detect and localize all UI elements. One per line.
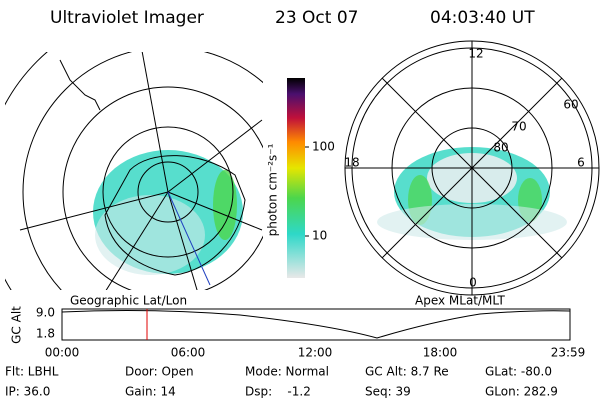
timeline-x-tick: 00:00: [45, 346, 80, 360]
timeline-y-tick: 9.0: [36, 306, 55, 320]
colorbar-tick: 100: [312, 140, 335, 154]
panel-label: Geographic Lat/Lon: [70, 294, 187, 308]
geographic-map: [5, 52, 263, 290]
timeline-y-tick: 1.8: [36, 327, 55, 341]
info-field: GLat: -80.0: [485, 365, 552, 379]
info-field: Dsp: -1.2: [245, 385, 311, 399]
colorbar-tick: 10: [312, 229, 327, 243]
timeline-x-tick: 06:00: [171, 346, 206, 360]
date: 23 Oct 07: [275, 8, 358, 28]
panel-label: Apex MLat/MLT: [415, 294, 505, 308]
time: 04:03:40 UT: [430, 8, 535, 28]
info-field: Mode: Normal: [245, 365, 329, 379]
mlt-label: 6: [577, 156, 585, 170]
info-field: GC Alt: 8.7 Re: [365, 365, 449, 379]
timeline-x-tick: 18:00: [423, 346, 458, 360]
mlt-label: 0: [469, 276, 477, 290]
colorbar-label: photon cm⁻²s⁻¹: [266, 143, 280, 236]
mlat-label: 70: [511, 120, 526, 134]
info-field: Flt: LBHL: [5, 365, 59, 379]
timeline-y-label: GC Alt: [10, 306, 24, 344]
info-field: IP: 36.0: [5, 385, 50, 399]
timeline-x-tick: 23:59: [551, 346, 586, 360]
mlat-label: 80: [493, 141, 508, 155]
mlt-label: 12: [468, 47, 483, 61]
info-field: Door: Open: [125, 365, 194, 379]
mlt-label: 18: [344, 156, 359, 170]
colorbar: [287, 78, 305, 278]
instrument: Ultraviolet Imager: [50, 8, 204, 28]
info-field: Gain: 14: [125, 385, 176, 399]
apex-map: [344, 40, 600, 296]
timeline-x-tick: 12:00: [298, 346, 333, 360]
info-field: GLon: 282.9: [485, 385, 558, 399]
info-panel: Flt: LBHL Door: Open Mode: Normal GC Alt: 8…: [5, 365, 558, 399]
mlat-label: 60: [563, 98, 578, 112]
altitude-curve: [61, 310, 571, 339]
timeline: [61, 308, 571, 341]
info-field: Seq: 39: [365, 385, 411, 399]
